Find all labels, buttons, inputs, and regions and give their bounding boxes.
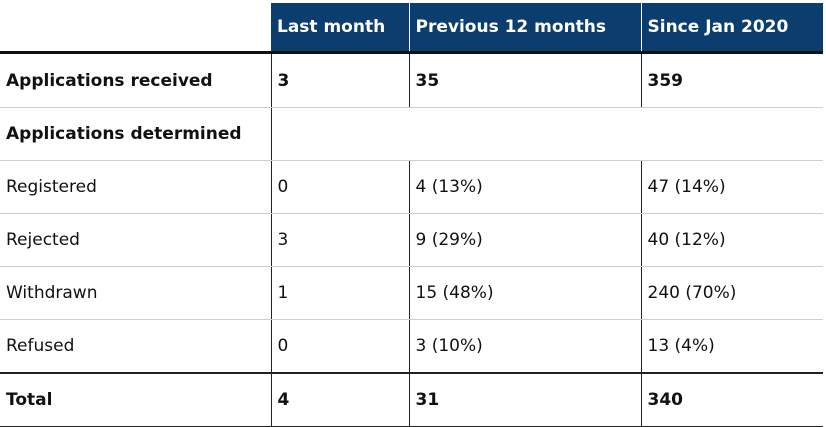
header-corner-cell xyxy=(0,3,271,54)
column-header-last-month: Last month xyxy=(271,3,410,54)
table-header-row: Last month Previous 12 months Since Jan … xyxy=(0,3,823,54)
row-label: Applications received xyxy=(0,52,271,108)
cell-since-jan-2020: 47 (14%) xyxy=(640,160,823,214)
table-row-registered: Registered 0 4 (13%) 47 (14%) xyxy=(0,160,823,214)
cell-since-jan-2020: 240 (70%) xyxy=(640,266,823,320)
row-label: Withdrawn xyxy=(0,266,271,320)
cell-since-jan-2020: 359 xyxy=(640,52,823,108)
table-row-withdrawn: Withdrawn 1 15 (48%) 240 (70%) xyxy=(0,266,823,320)
cell-last-month: 0 xyxy=(270,160,409,214)
table-row-rejected: Rejected 3 9 (29%) 40 (12%) xyxy=(0,213,823,267)
cell-last-month: 0 xyxy=(270,319,409,374)
table-row-total: Total 4 31 340 xyxy=(0,372,823,427)
cell-previous-12-months: 4 (13%) xyxy=(408,160,641,214)
cell-since-jan-2020: 40 (12%) xyxy=(640,213,823,267)
cell-since-jan-2020: 340 xyxy=(640,372,823,427)
cell-previous-12-months: 15 (48%) xyxy=(408,266,641,320)
cell-previous-12-months: 35 xyxy=(408,52,641,108)
column-header-previous-12-months: Previous 12 months xyxy=(409,3,642,54)
section-empty-cell xyxy=(270,107,823,161)
section-label: Applications determined xyxy=(0,107,271,161)
cell-last-month: 3 xyxy=(270,213,409,267)
cell-last-month: 3 xyxy=(270,52,409,108)
cell-last-month: 4 xyxy=(270,372,409,427)
cell-previous-12-months: 9 (29%) xyxy=(408,213,641,267)
cell-previous-12-months: 31 xyxy=(408,372,641,427)
row-label: Registered xyxy=(0,160,271,214)
table-row-applications-received: Applications received 3 35 359 xyxy=(0,52,823,108)
row-label: Total xyxy=(0,372,271,427)
applications-table: Last month Previous 12 months Since Jan … xyxy=(0,3,823,427)
cell-since-jan-2020: 13 (4%) xyxy=(640,319,823,374)
row-label: Refused xyxy=(0,319,271,374)
table-section-applications-determined: Applications determined xyxy=(0,107,823,161)
row-label: Rejected xyxy=(0,213,271,267)
cell-previous-12-months: 3 (10%) xyxy=(408,319,641,374)
column-header-since-jan-2020: Since Jan 2020 xyxy=(641,3,823,54)
cell-last-month: 1 xyxy=(270,266,409,320)
table-row-refused: Refused 0 3 (10%) 13 (4%) xyxy=(0,319,823,374)
